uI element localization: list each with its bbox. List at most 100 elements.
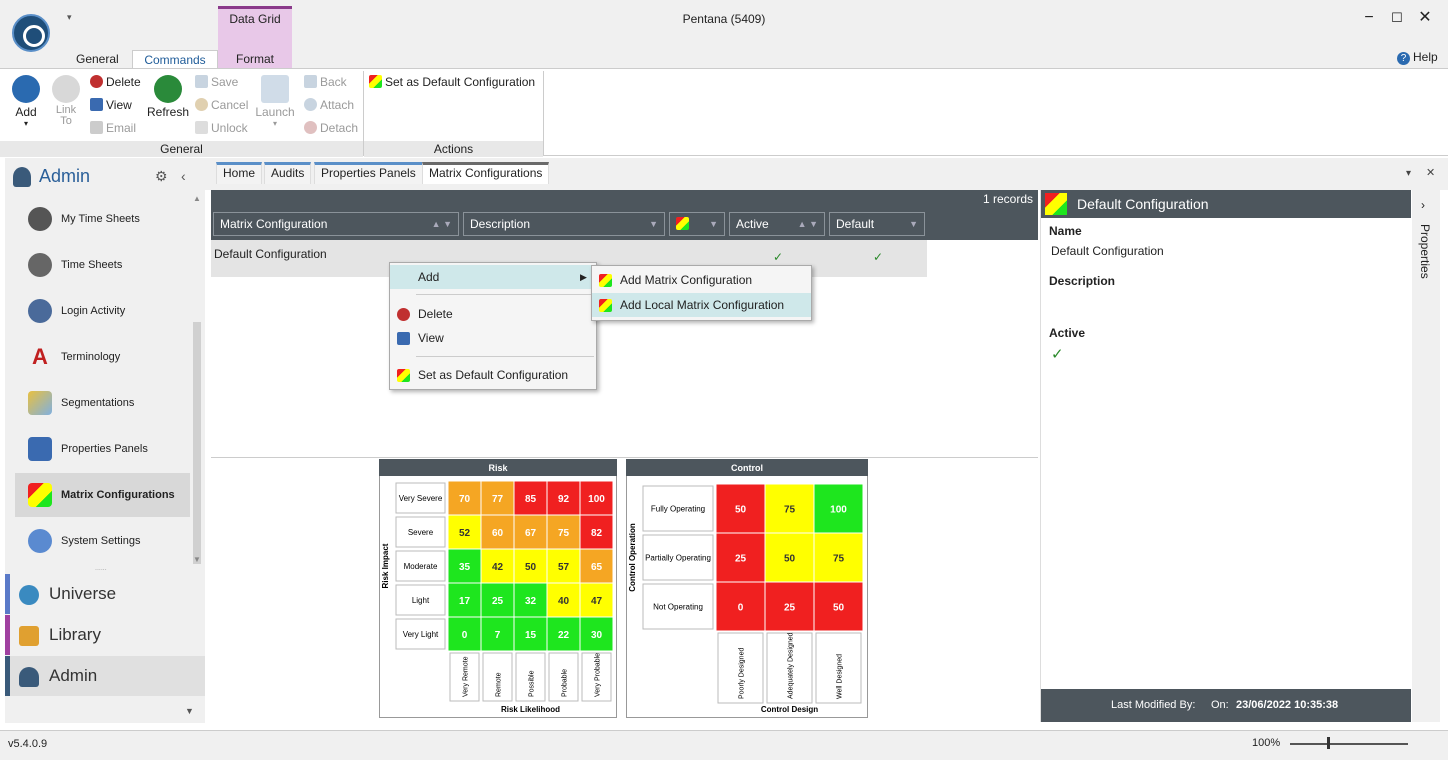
close-tab-icon[interactable]: ✕	[1426, 167, 1436, 179]
doc-tab-properties-panels[interactable]: Properties Panels	[314, 162, 423, 184]
add-button[interactable]: Add ▾	[8, 75, 44, 128]
properties-side-tab[interactable]: › Properties	[1412, 190, 1440, 722]
doc-tab-audits[interactable]: Audits	[264, 162, 312, 184]
sort-filter-icon[interactable]: ▲ ▼	[797, 219, 818, 229]
link-icon	[52, 75, 80, 103]
matrix-cell-value: 0	[738, 603, 744, 614]
more-modules-icon[interactable]: ▼	[185, 706, 194, 716]
row-label-box	[642, 534, 714, 581]
back-button[interactable]: Back	[304, 72, 347, 92]
active-check-icon: ✓	[1051, 346, 1064, 363]
matrix-cell	[715, 483, 766, 534]
tab-general[interactable]: General	[76, 52, 119, 66]
tab-dropdown-icon[interactable]: ▾	[1406, 168, 1412, 179]
menu-item-add-local-matrix-configuration[interactable]: Add Local Matrix Configuration	[592, 293, 811, 317]
ribbon-separator	[363, 71, 364, 155]
tab-commands[interactable]: Commands	[132, 50, 218, 69]
cancel-button[interactable]: Cancel	[195, 95, 248, 115]
splitter-grip[interactable]: ......	[95, 565, 107, 572]
menu-item-delete[interactable]: Delete	[390, 302, 596, 326]
quick-access-toolbar[interactable]: ▾	[67, 12, 72, 22]
launch-button[interactable]: Launch ▾	[254, 75, 296, 128]
launch-icon	[261, 75, 289, 103]
matrix-cell	[764, 532, 815, 583]
add-label: Add	[15, 105, 37, 119]
zoom-slider-thumb[interactable]	[1327, 737, 1330, 749]
doc-tab-matrix-configurations[interactable]: Matrix Configurations	[422, 162, 550, 184]
collapse-chevron-icon[interactable]: ‹	[181, 168, 186, 184]
maximize-button[interactable]: ☐	[1391, 10, 1403, 25]
menu-item-add-matrix-configuration[interactable]: Add Matrix Configuration	[592, 268, 811, 292]
refresh-button[interactable]: Refresh	[146, 75, 190, 119]
module-universe[interactable]: Universe	[5, 574, 205, 614]
scroll-up-icon[interactable]: ▲	[193, 194, 201, 203]
matrix-cell	[715, 581, 766, 632]
matrix-cell	[579, 582, 614, 618]
nav-item-matrix-configurations[interactable]: Matrix Configurations	[15, 473, 190, 517]
row-label-box	[395, 584, 446, 616]
matrix-cell	[546, 514, 581, 550]
module-admin[interactable]: Admin	[5, 656, 205, 696]
doc-tab-home[interactable]: Home	[216, 162, 263, 184]
sort-filter-icon[interactable]: ▲ ▼	[431, 219, 452, 229]
column-label-box	[581, 652, 612, 702]
scroll-down-icon[interactable]: ▼	[193, 555, 201, 564]
email-button[interactable]: Email	[90, 118, 136, 138]
filter-icon[interactable]: ▼	[649, 219, 658, 229]
nav-item-time-sheets[interactable]: Time Sheets	[15, 243, 190, 287]
close-button[interactable]: ✕	[1418, 9, 1432, 26]
menu-separator	[416, 294, 594, 295]
expand-chevron-icon[interactable]: ›	[1421, 198, 1425, 212]
column-label-box	[482, 652, 513, 702]
view-button[interactable]: View	[90, 95, 132, 115]
set-default-button[interactable]: Set as Default Configuration	[369, 72, 535, 92]
column-label: Active	[736, 217, 769, 231]
gear-icon[interactable]: ⚙	[155, 168, 168, 184]
minimize-button[interactable]: −	[1364, 9, 1374, 26]
unlock-button[interactable]: Unlock	[195, 118, 248, 138]
column-label: Possible	[529, 670, 536, 697]
save-button[interactable]: Save	[195, 72, 238, 92]
matrix-cell	[579, 616, 614, 652]
detach-icon	[304, 121, 317, 134]
nav-scrollbar[interactable]	[193, 322, 201, 564]
column-label: Description	[470, 217, 531, 231]
nav-item-system-settings[interactable]: System Settings	[15, 519, 190, 563]
record-count: 1 records	[982, 192, 1033, 206]
column-header-description[interactable]: Description ▼	[463, 212, 665, 236]
menu-item-label: Delete	[418, 307, 453, 321]
matrix-preview: Risk Very Severe 70 77 85 92 100 Severe 52 60 67 75…	[211, 457, 1038, 723]
matrix-cell-value: 100	[830, 505, 847, 516]
link-to-button[interactable]: Link To	[48, 75, 84, 127]
menu-item-view[interactable]: View	[390, 326, 596, 350]
column-header-default[interactable]: Default ▼	[829, 212, 925, 236]
back-icon	[304, 75, 317, 88]
nav-item-terminology[interactable]: A Terminology	[15, 335, 190, 379]
zoom-slider[interactable]	[1290, 743, 1408, 745]
nav-item-segmentations[interactable]: Segmentations	[15, 381, 190, 425]
menu-item-set-default[interactable]: Set as Default Configuration	[390, 363, 596, 387]
detach-button[interactable]: Detach	[304, 118, 358, 138]
nav-item-properties-panels[interactable]: Properties Panels	[15, 427, 190, 471]
nav-item-login-activity[interactable]: Login Activity	[15, 289, 190, 333]
matrix-cell	[579, 548, 614, 584]
filter-icon[interactable]: ▼	[709, 219, 718, 229]
column-header-matrix-configuration[interactable]: Matrix Configuration ▲ ▼	[213, 212, 459, 236]
attach-button[interactable]: Attach	[304, 95, 354, 115]
matrix-cell	[513, 548, 548, 584]
column-header-matrix-icon[interactable]: ▼	[669, 212, 725, 236]
app-logo-icon[interactable]	[12, 14, 50, 52]
matrix-cell-value: 92	[558, 494, 570, 505]
menu-item-add[interactable]: Add ▶	[390, 265, 596, 289]
module-library[interactable]: Library	[5, 615, 205, 655]
nav-item-my-time-sheets[interactable]: My Time Sheets	[15, 197, 190, 241]
delete-button[interactable]: Delete	[90, 72, 141, 92]
modified-on-value: 23/06/2022 10:35:38	[1236, 699, 1339, 711]
filter-icon[interactable]: ▼	[909, 219, 918, 229]
help-link[interactable]: ? Help	[1397, 50, 1438, 65]
column-header-active[interactable]: Active ▲ ▼	[729, 212, 825, 236]
unlock-icon	[195, 121, 208, 134]
column-label: Remote	[496, 672, 503, 697]
add-icon	[12, 75, 40, 103]
tab-format[interactable]: Format	[218, 50, 292, 69]
